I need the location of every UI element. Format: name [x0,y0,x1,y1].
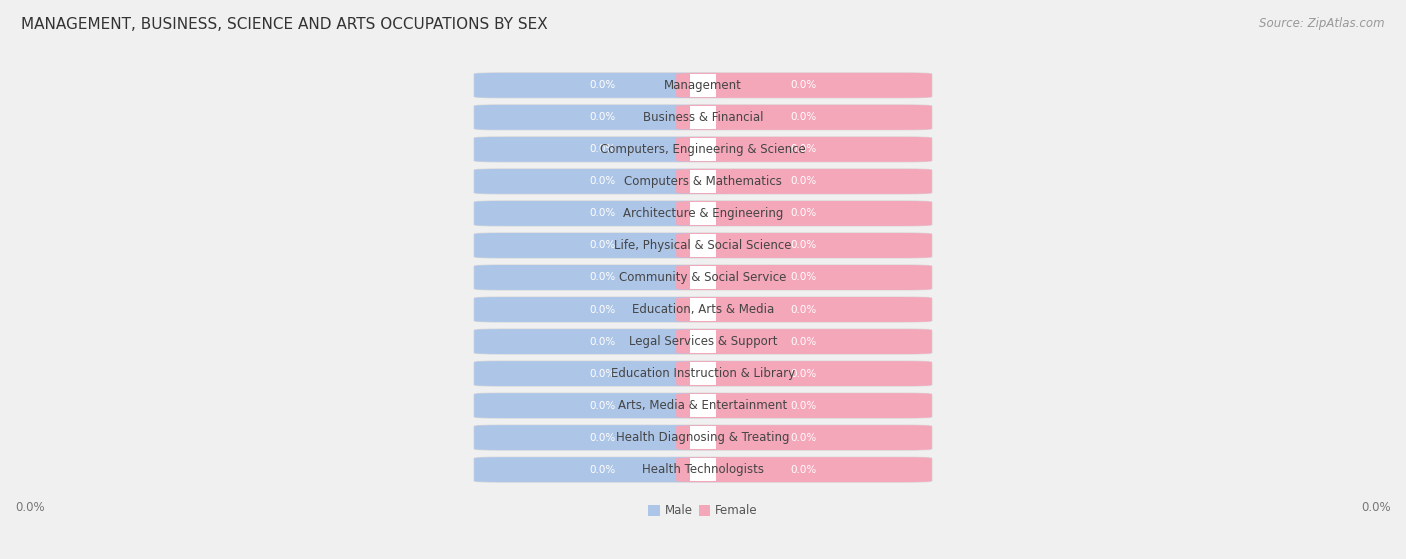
Text: Education, Arts & Media: Education, Arts & Media [631,303,775,316]
Bar [689,427,717,449]
FancyBboxPatch shape [676,105,932,130]
FancyBboxPatch shape [676,265,932,290]
Bar [689,138,717,160]
FancyBboxPatch shape [474,73,730,98]
Text: 0.0%: 0.0% [790,144,817,154]
Text: 0.0%: 0.0% [589,368,616,378]
FancyBboxPatch shape [474,393,932,418]
Text: 0.0%: 0.0% [589,112,616,122]
FancyBboxPatch shape [474,425,730,450]
FancyBboxPatch shape [474,361,730,386]
Text: 0.0%: 0.0% [790,80,817,91]
FancyBboxPatch shape [474,265,932,290]
Legend: Male, Female: Male, Female [644,500,762,522]
Text: 0.0%: 0.0% [790,433,817,443]
Text: Architecture & Engineering: Architecture & Engineering [623,207,783,220]
Text: Computers, Engineering & Science: Computers, Engineering & Science [600,143,806,156]
FancyBboxPatch shape [474,105,730,130]
FancyBboxPatch shape [474,425,932,450]
FancyBboxPatch shape [474,137,932,162]
Bar [689,362,717,385]
Text: Health Diagnosing & Treating: Health Diagnosing & Treating [616,431,790,444]
Bar [689,234,717,257]
FancyBboxPatch shape [474,265,730,290]
Text: Education Instruction & Library: Education Instruction & Library [612,367,794,380]
FancyBboxPatch shape [474,457,730,482]
Text: 0.0%: 0.0% [589,465,616,475]
Text: Arts, Media & Entertainment: Arts, Media & Entertainment [619,399,787,412]
FancyBboxPatch shape [676,361,932,386]
FancyBboxPatch shape [676,297,932,322]
Text: 0.0%: 0.0% [790,272,817,282]
Bar [689,106,717,129]
Text: Community & Social Service: Community & Social Service [619,271,787,284]
Text: 0.0%: 0.0% [589,209,616,219]
FancyBboxPatch shape [474,201,730,226]
FancyBboxPatch shape [676,233,932,258]
Text: 0.0%: 0.0% [790,305,817,315]
Text: Source: ZipAtlas.com: Source: ZipAtlas.com [1260,17,1385,30]
Bar [689,330,717,353]
Text: 0.0%: 0.0% [589,433,616,443]
Text: Computers & Mathematics: Computers & Mathematics [624,175,782,188]
Text: 0.0%: 0.0% [790,465,817,475]
FancyBboxPatch shape [474,137,730,162]
FancyBboxPatch shape [474,329,730,354]
FancyBboxPatch shape [676,329,932,354]
Bar [689,170,717,193]
Text: Legal Services & Support: Legal Services & Support [628,335,778,348]
Bar [689,74,717,97]
Text: 0.0%: 0.0% [790,368,817,378]
Bar [689,395,717,417]
Text: 0.0%: 0.0% [589,337,616,347]
FancyBboxPatch shape [474,329,932,354]
Text: 0.0%: 0.0% [790,112,817,122]
FancyBboxPatch shape [474,233,730,258]
Text: Life, Physical & Social Science: Life, Physical & Social Science [614,239,792,252]
Text: 0.0%: 0.0% [589,305,616,315]
FancyBboxPatch shape [474,201,932,226]
FancyBboxPatch shape [676,457,932,482]
Text: 0.0%: 0.0% [589,401,616,411]
FancyBboxPatch shape [474,105,932,130]
Bar [689,202,717,225]
Bar [689,299,717,321]
FancyBboxPatch shape [676,425,932,450]
FancyBboxPatch shape [676,73,932,98]
Text: 0.0%: 0.0% [790,240,817,250]
Text: 0.0%: 0.0% [589,272,616,282]
Text: 0.0%: 0.0% [790,337,817,347]
Text: 0.0%: 0.0% [790,401,817,411]
FancyBboxPatch shape [474,393,730,418]
Bar [689,458,717,481]
Text: Health Technologists: Health Technologists [643,463,763,476]
Bar [689,266,717,288]
FancyBboxPatch shape [676,169,932,194]
FancyBboxPatch shape [474,361,932,386]
FancyBboxPatch shape [474,233,932,258]
Text: 0.0%: 0.0% [589,80,616,91]
FancyBboxPatch shape [474,457,932,482]
Text: Management: Management [664,79,742,92]
Text: MANAGEMENT, BUSINESS, SCIENCE AND ARTS OCCUPATIONS BY SEX: MANAGEMENT, BUSINESS, SCIENCE AND ARTS O… [21,17,548,32]
Text: 0.0%: 0.0% [790,177,817,186]
FancyBboxPatch shape [676,393,932,418]
Text: 0.0%: 0.0% [589,240,616,250]
Text: 0.0%: 0.0% [790,209,817,219]
FancyBboxPatch shape [474,297,932,322]
Text: 0.0%: 0.0% [589,177,616,186]
FancyBboxPatch shape [474,297,730,322]
FancyBboxPatch shape [474,169,932,194]
Text: Business & Financial: Business & Financial [643,111,763,124]
FancyBboxPatch shape [676,201,932,226]
FancyBboxPatch shape [474,169,730,194]
FancyBboxPatch shape [676,137,932,162]
FancyBboxPatch shape [474,73,932,98]
Text: 0.0%: 0.0% [589,144,616,154]
